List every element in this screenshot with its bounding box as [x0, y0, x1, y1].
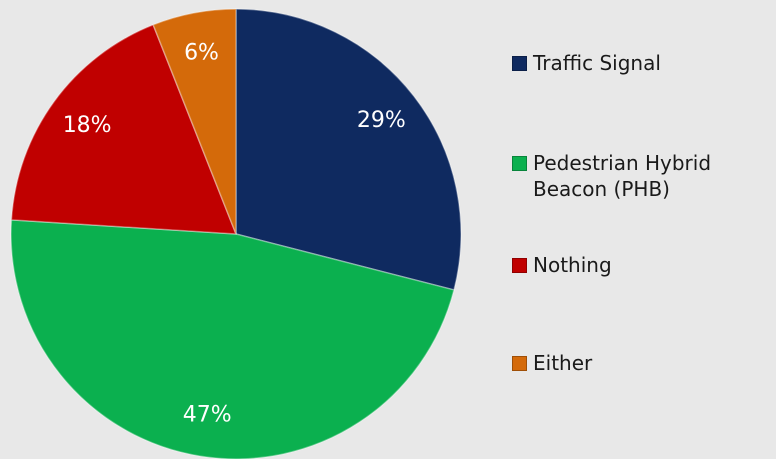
- pie-slice: [10, 23, 238, 235]
- legend-item: Either: [512, 350, 763, 376]
- legend-label: Traffic Signal: [533, 51, 661, 75]
- data-label: 29%: [357, 108, 406, 133]
- pie-slice: [10, 219, 455, 459]
- legend-swatch: [512, 56, 527, 71]
- legend-swatch: [512, 258, 527, 273]
- data-label: 18%: [63, 113, 112, 138]
- pie-slice: [152, 8, 237, 235]
- pie: 29% 47% 18% 6%: [10, 8, 462, 459]
- legend-swatch: [512, 156, 527, 171]
- data-label: 47%: [183, 403, 232, 428]
- legend-item: Nothing: [512, 252, 763, 278]
- pie-slice: [235, 8, 462, 291]
- legend-item: Pedestrian Hybrid Beacon (PHB): [512, 150, 723, 202]
- legend-item: Traffic Signal: [512, 50, 763, 76]
- legend-label: Nothing: [533, 253, 612, 277]
- legend-label: Either: [533, 351, 593, 375]
- data-label: 6%: [184, 40, 219, 65]
- legend-swatch: [512, 356, 527, 371]
- legend-label: Pedestrian Hybrid Beacon (PHB): [533, 151, 712, 201]
